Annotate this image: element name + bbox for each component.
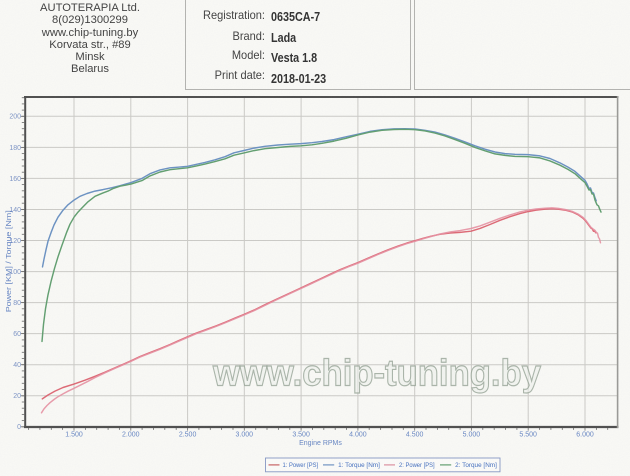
svg-text:Engine RPMs: Engine RPMs [299,440,342,447]
svg-text:6.000: 6.000 [576,432,594,439]
svg-text:2: Torque [Nm]: 2: Torque [Nm] [455,462,497,469]
svg-text:60: 60 [13,331,21,338]
svg-text:www.chip-tuning.by: www.chip-tuning.by [212,353,541,394]
svg-text:40: 40 [13,362,21,369]
svg-text:5.500: 5.500 [519,432,537,439]
svg-text:20: 20 [13,393,21,400]
svg-text:Power [KM] / Torque [Nm]: Power [KM] / Torque [Nm] [6,210,13,312]
svg-text:4.000: 4.000 [349,432,367,439]
svg-text:200: 200 [9,114,21,121]
svg-text:1: Torque [Nm]: 1: Torque [Nm] [338,462,380,469]
svg-text:3.500: 3.500 [292,432,310,439]
svg-text:1.500: 1.500 [65,432,83,439]
svg-text:160: 160 [9,176,21,183]
svg-text:3.000: 3.000 [236,432,254,439]
svg-text:180: 180 [9,145,21,152]
svg-text:5.000: 5.000 [463,432,481,439]
svg-text:80: 80 [13,300,21,307]
svg-text:2.500: 2.500 [179,432,197,439]
svg-text:2.000: 2.000 [122,432,140,439]
svg-text:1: Power [PS]: 1: Power [PS] [283,462,319,469]
svg-text:2: Power [PS]: 2: Power [PS] [399,462,435,469]
svg-text:0: 0 [17,424,21,431]
svg-text:4.500: 4.500 [406,432,424,439]
